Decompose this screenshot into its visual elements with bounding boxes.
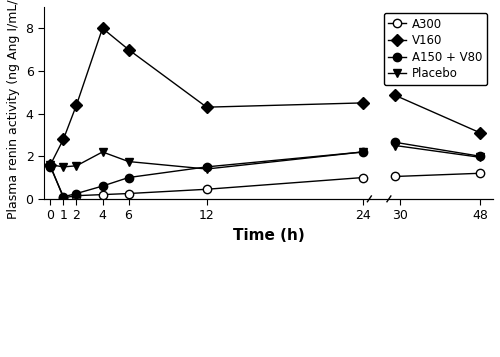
Placebo bbox=[74, 164, 80, 168]
A300 bbox=[74, 193, 80, 198]
Placebo bbox=[60, 165, 66, 169]
Line: V160: V160 bbox=[46, 24, 367, 169]
Placebo bbox=[126, 160, 132, 164]
V160 bbox=[48, 162, 54, 167]
Line: A300: A300 bbox=[46, 162, 367, 202]
V160 bbox=[100, 26, 105, 30]
V160 bbox=[60, 137, 66, 141]
Placebo bbox=[360, 150, 366, 154]
A150 + V80 bbox=[100, 184, 105, 188]
A300 bbox=[60, 196, 66, 200]
A150 + V80 bbox=[360, 150, 366, 154]
Bar bbox=[372, 199, 387, 203]
A300 bbox=[204, 187, 210, 191]
A150 + V80 bbox=[74, 191, 80, 196]
V160 bbox=[204, 105, 210, 109]
Placebo bbox=[204, 167, 210, 171]
A150 + V80 bbox=[126, 175, 132, 180]
V160 bbox=[74, 103, 80, 107]
A300 bbox=[360, 175, 366, 180]
A300 bbox=[100, 192, 105, 197]
Legend: A300, V160, A150 + V80, Placebo: A300, V160, A150 + V80, Placebo bbox=[384, 13, 487, 85]
Line: A150 + V80: A150 + V80 bbox=[46, 148, 367, 201]
A150 + V80 bbox=[204, 165, 210, 169]
A150 + V80 bbox=[60, 195, 66, 199]
X-axis label: Time (h): Time (h) bbox=[232, 228, 304, 243]
A300 bbox=[126, 191, 132, 196]
Placebo bbox=[100, 150, 105, 154]
V160 bbox=[360, 101, 366, 105]
V160 bbox=[126, 47, 132, 52]
Y-axis label: Plasma renin activity (ng Ang I/mL/h): Plasma renin activity (ng Ang I/mL/h) bbox=[7, 0, 20, 219]
Placebo bbox=[48, 162, 54, 167]
A150 + V80 bbox=[48, 165, 54, 169]
Line: Placebo: Placebo bbox=[46, 148, 367, 173]
A300 bbox=[48, 164, 54, 168]
